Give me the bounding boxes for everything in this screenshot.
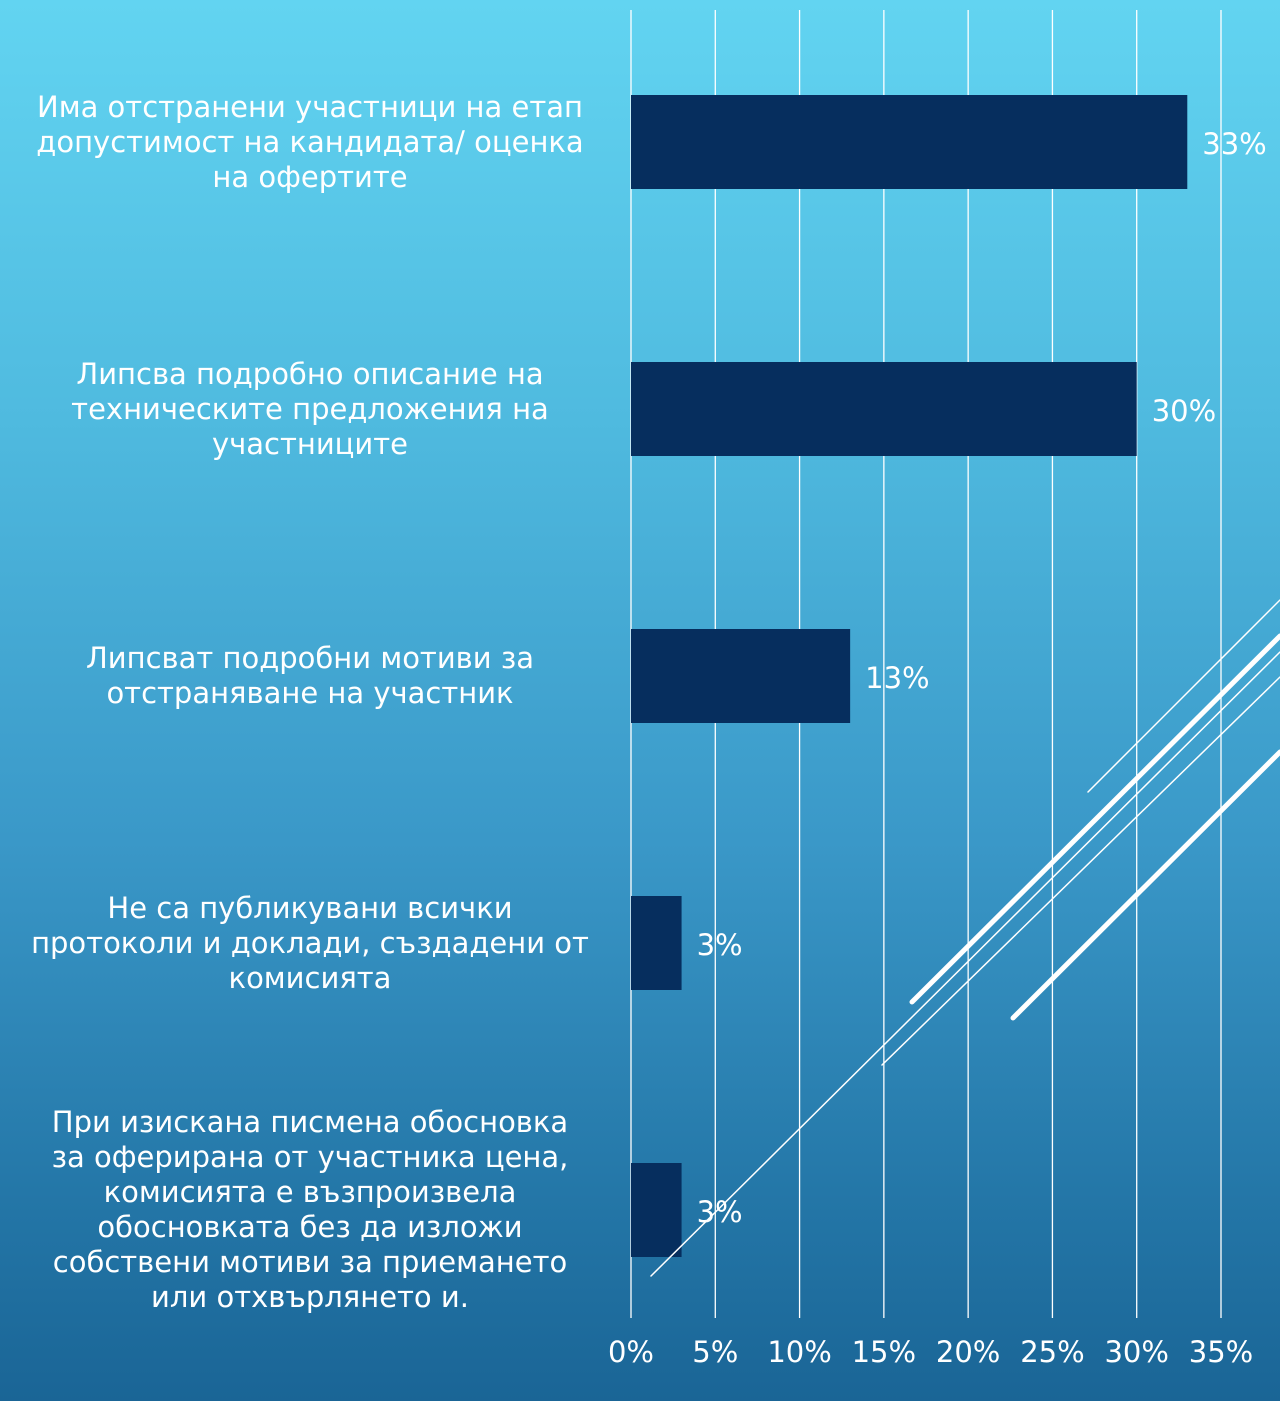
x-tick-label: 0% <box>608 1335 654 1369</box>
decorative-line <box>650 651 1280 1277</box>
x-tick-label: 25% <box>1020 1335 1084 1369</box>
x-tick-label: 10% <box>767 1335 831 1369</box>
bar <box>631 362 1137 456</box>
category-label: Има отстранени участници на етап допусти… <box>36 89 584 194</box>
x-tick-label: 30% <box>1104 1335 1168 1369</box>
category-label: Липсва подробно описание на техническите… <box>71 356 549 461</box>
decorative-line <box>1010 749 1280 1021</box>
bar <box>631 896 682 990</box>
data-label: 30% <box>1152 394 1216 428</box>
category-label: Не са публикувани всички протоколи и док… <box>31 890 589 995</box>
data-label: 33% <box>1202 127 1266 161</box>
category-label: Липсват подробни мотиви за отстраняване … <box>85 641 535 710</box>
category-label: При изискана писмена обосновка за оферир… <box>51 1105 569 1314</box>
x-tick-label: 15% <box>852 1335 916 1369</box>
x-tick-label: 5% <box>692 1335 738 1369</box>
decorative-line <box>881 676 1280 1066</box>
decorative-line <box>1087 599 1280 793</box>
x-tick-label: 20% <box>936 1335 1000 1369</box>
decorative-line <box>909 633 1280 1005</box>
data-label: 3% <box>697 928 743 962</box>
bar <box>631 95 1188 189</box>
bar <box>631 1163 682 1257</box>
data-label: 13% <box>865 661 929 695</box>
x-tick-label: 35% <box>1189 1335 1253 1369</box>
bar <box>631 629 851 723</box>
